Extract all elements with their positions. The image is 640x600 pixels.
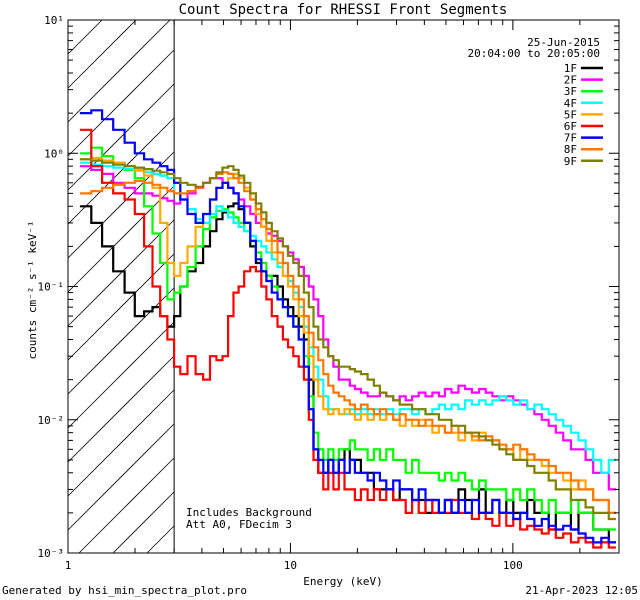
hatch-line-11 xyxy=(67,321,175,429)
x-tick-label: 1 xyxy=(65,559,72,572)
hatch-line-2 xyxy=(67,19,171,123)
x-axis-label: Energy (keV) xyxy=(303,575,382,588)
date-label: 25-Jun-2015 xyxy=(527,36,600,49)
hatch-line-17 xyxy=(146,525,175,554)
hatch-line-9 xyxy=(67,253,175,361)
chart-title: Count Spectra for RHESSI Front Segments xyxy=(179,2,508,18)
hatch-line-7 xyxy=(67,185,175,293)
series-line-3F xyxy=(79,146,616,531)
hatch-line-15 xyxy=(78,457,175,554)
hatch-line-0 xyxy=(67,19,103,55)
legend-label-8F: 8F xyxy=(564,143,577,156)
legend-label-4F: 4F xyxy=(564,97,577,110)
y-tick-label: 10⁻² xyxy=(38,414,65,427)
series-line-6F xyxy=(79,128,616,549)
legend-label-7F: 7F xyxy=(564,132,577,145)
hatch-line-13 xyxy=(67,389,175,497)
y-axis-label: counts cm⁻² s⁻¹ keV⁻¹ xyxy=(26,220,39,359)
legend-label-2F: 2F xyxy=(564,74,577,87)
y-tick-label: 10⁻³ xyxy=(38,547,65,560)
hatch-line-14 xyxy=(67,423,175,531)
series-line-9F xyxy=(79,158,616,521)
time-range-label: 20:04:00 to 20:05:00 xyxy=(468,47,600,60)
hatch-line-3 xyxy=(67,49,175,157)
hatch-line-16 xyxy=(112,491,175,554)
x-tick-label: 100 xyxy=(503,559,523,572)
legend-label-6F: 6F xyxy=(564,120,577,133)
hatch-line-12 xyxy=(67,355,175,463)
legend-label-1F: 1F xyxy=(564,62,577,75)
axis-ticks xyxy=(67,19,620,554)
x-tick-label: 10 xyxy=(284,559,297,572)
y-tick-label: 10⁻¹ xyxy=(38,281,65,294)
attenuator-note: Att A0, FDecim 3 xyxy=(186,518,292,531)
y-tick-label: 10¹ xyxy=(44,14,64,27)
legend-label-3F: 3F xyxy=(564,85,577,98)
legend-label-9F: 9F xyxy=(564,155,577,168)
hatch-line-1 xyxy=(67,19,137,89)
hatch-line-4 xyxy=(67,83,175,191)
y-tick-labels: 10⁻³ 10⁻² 10⁻¹ 10⁰ 10¹ xyxy=(38,14,65,560)
x-tick-labels: 1 10 100 xyxy=(65,559,523,572)
hatch-line-8 xyxy=(67,219,175,327)
legend-label-5F: 5F xyxy=(564,108,577,121)
series-line-7F xyxy=(79,109,616,544)
generated-timestamp: 21-Apr-2023 12:05 xyxy=(525,584,638,597)
hatch-line-10 xyxy=(67,287,175,395)
generated-by-label: Generated by hsi_min_spectra_plot.pro xyxy=(2,584,248,597)
background-note: Includes Background xyxy=(186,506,312,519)
series-lines xyxy=(79,109,616,549)
y-tick-label: 10⁰ xyxy=(44,147,64,160)
hatch-line-6 xyxy=(67,151,175,259)
